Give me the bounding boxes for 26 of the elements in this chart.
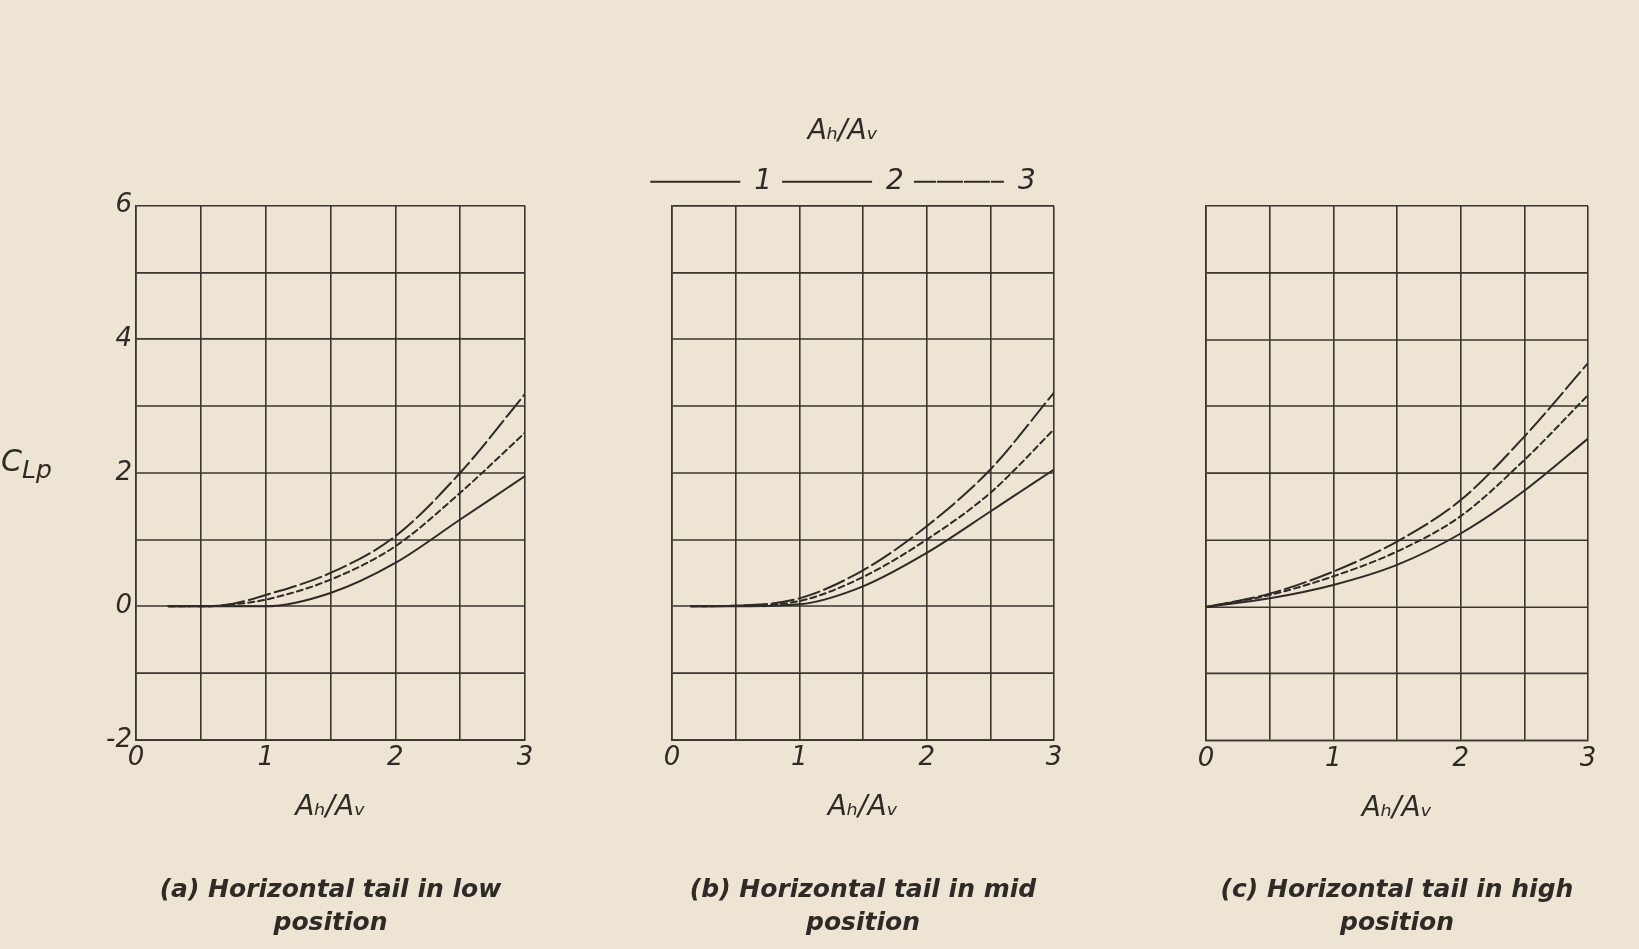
x-tick-label: 0 (1197, 742, 1215, 773)
y-tick-label: 6 (115, 188, 132, 219)
legend-label: 3 (1017, 163, 1036, 197)
x-tick-label: 2 (918, 741, 935, 772)
text: (a) Horizontal tail in low position (158, 873, 503, 938)
y-tick-label: 2 (115, 455, 132, 486)
x-tick-label: 2 (1452, 742, 1469, 773)
x-tick-label: 1 (791, 741, 808, 772)
x-tick-label: 0 (663, 741, 681, 772)
x-axis-title: Aₕ/Aᵥ (293, 789, 366, 823)
x-tick-label: 3 (1579, 742, 1597, 773)
y-tick-label: 0 (115, 589, 132, 620)
x-axis-title: Aₕ/Aᵥ (1359, 790, 1433, 824)
x-tick-label: 3 (516, 741, 534, 772)
legend-label: 2 (886, 163, 904, 197)
x-axis-title: Aₕ/Aᵥ (825, 789, 899, 823)
x-tick-label: 3 (1045, 741, 1063, 772)
x-tick-label: 1 (257, 741, 274, 772)
y-tick-label: 4 (115, 322, 132, 353)
x-tick-label: 2 (387, 741, 404, 772)
text: (c) Horizontal tail in high position (1219, 873, 1575, 938)
y-axis-title: C$_{Lp}$ (1, 443, 52, 484)
x-tick-label: 1 (1325, 742, 1342, 773)
legend-title: Aₕ/Aᵥ (805, 113, 879, 147)
text: (b) Horizontal tail in mid position (688, 873, 1038, 938)
legend-label: 1 (754, 163, 773, 197)
